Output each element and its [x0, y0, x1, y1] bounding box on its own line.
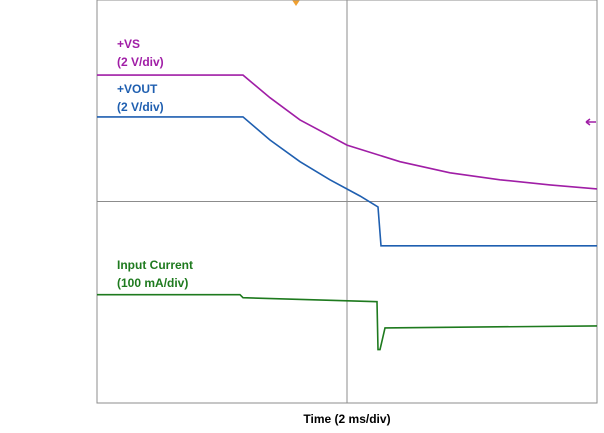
trace-label: (2 V/div) — [117, 100, 164, 114]
trace-label: Input Current — [117, 258, 193, 272]
trace-label: +VOUT — [117, 82, 158, 96]
trace-label: +VS — [117, 37, 140, 51]
trace-label: (100 mA/div) — [117, 276, 188, 290]
x-axis-label: Time (2 ms/div) — [303, 412, 390, 426]
trace — [97, 74, 598, 190]
trace — [97, 293, 598, 351]
trigger-marker — [292, 0, 300, 6]
trace — [97, 116, 597, 247]
level-marker — [585, 118, 596, 126]
trace-label: (2 V/div) — [117, 55, 164, 69]
